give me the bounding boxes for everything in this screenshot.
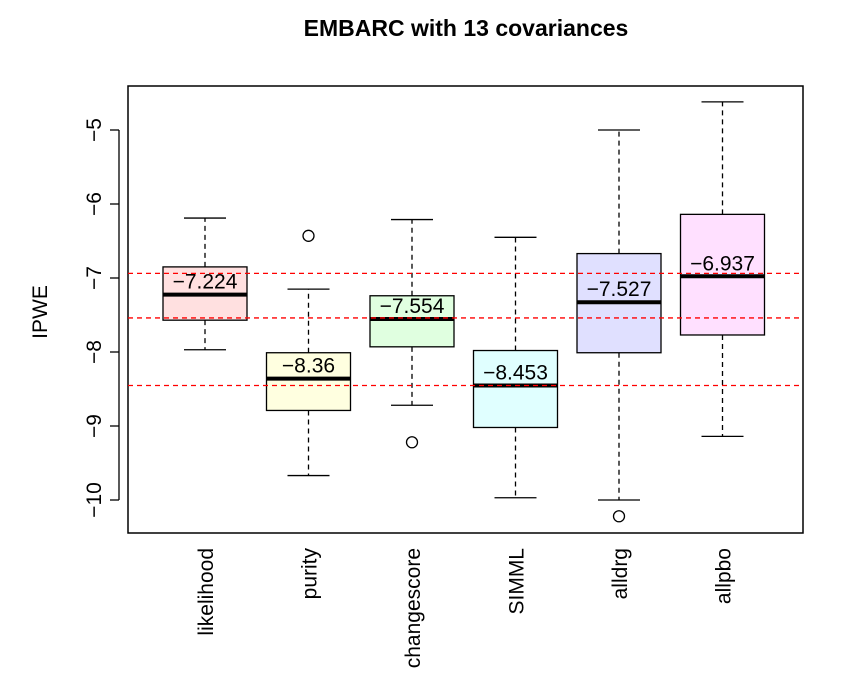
y-tick-label: −8 (83, 340, 106, 364)
y-tick-label: −5 (83, 118, 106, 142)
x-tick-label: SIMML (506, 548, 529, 615)
box-body (265, 352, 352, 412)
box-body (472, 349, 559, 429)
y-axis: −10 −9 −8 −7 −6 −5 (83, 118, 120, 518)
median-label: −8.36 (282, 355, 335, 378)
median-label: −8.453 (483, 362, 548, 385)
box-likelihood (162, 217, 248, 351)
median-label: −7.527 (587, 278, 652, 301)
y-tick-label: −7 (83, 266, 106, 290)
box-changescore (369, 218, 455, 449)
boxes (162, 101, 766, 523)
x-axis-labels: likelihood purity changescore SIMML alldrg al… (195, 548, 736, 669)
y-axis-label: IPWE (29, 285, 52, 339)
box-allpbo (679, 101, 766, 438)
box-body (369, 295, 455, 348)
x-tick-label: purity (299, 548, 322, 600)
outlier-point (405, 436, 419, 449)
median-label: −7.224 (173, 271, 238, 294)
x-tick-label: likelihood (195, 548, 218, 636)
outlier-point (612, 510, 626, 523)
median-labels: −7.224 −8.36 −7.554 −8.453 −7.527 −6.937 (173, 252, 755, 384)
median-label: −7.554 (380, 295, 445, 318)
x-tick-label: allpbo (713, 548, 736, 604)
box-purity (265, 229, 352, 477)
box-SIMML (472, 236, 559, 499)
y-tick-label: −9 (83, 414, 106, 438)
box-alldrg (576, 129, 662, 523)
chart-title: EMBARC with 13 covariances (304, 15, 629, 41)
y-tick-label: −6 (83, 192, 106, 216)
reference-lines (128, 272, 803, 387)
median-label: −6.937 (690, 252, 755, 275)
y-tick-label: −10 (83, 482, 106, 518)
outlier-point (302, 229, 315, 242)
plot-frame (127, 85, 804, 534)
x-tick-label: changescore (402, 548, 425, 668)
x-tick-label: alldrg (609, 548, 632, 599)
